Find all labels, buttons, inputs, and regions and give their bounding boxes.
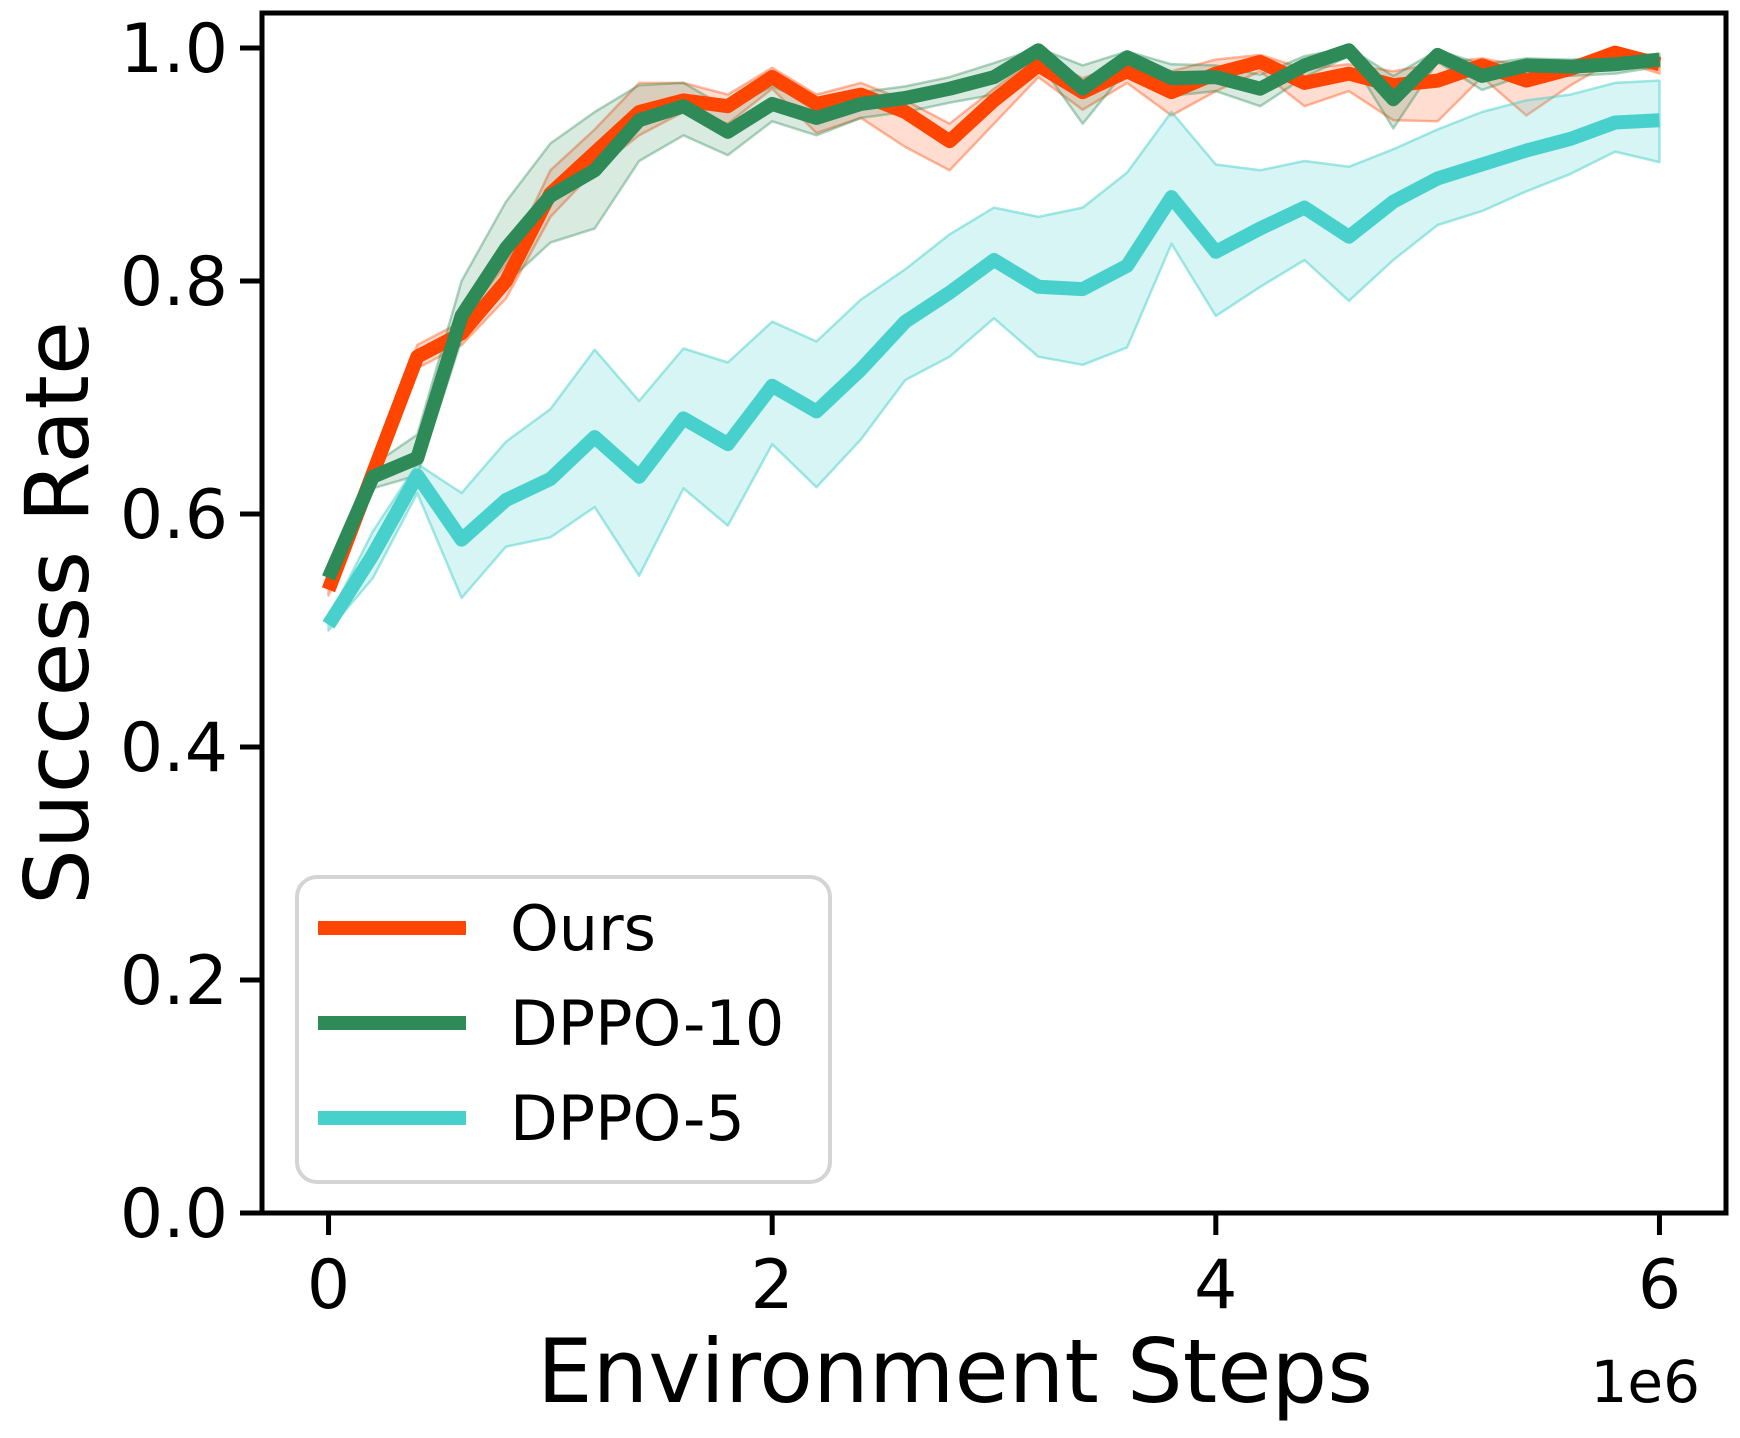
legend: Ours DPPO-10 DPPO-5 xyxy=(295,875,832,1184)
confidence-bands xyxy=(327,46,1661,632)
legend-label-dppo-5: DPPO-5 xyxy=(510,1082,745,1155)
y-axis-label: Success Rate xyxy=(6,321,109,905)
y-tick-label: 0.6 xyxy=(120,476,228,555)
y-tick-label: 1.0 xyxy=(120,10,228,89)
series-lines xyxy=(321,43,1662,629)
plot-border xyxy=(259,10,1729,1216)
legend-box xyxy=(295,875,832,1184)
series-line-dppo-10 xyxy=(322,43,1661,581)
y-axis-ticks: 0.0 0.2 0.4 0.6 0.8 1.0 xyxy=(120,10,262,1254)
series-line-dppo-5 xyxy=(322,113,1660,629)
legend-label-dppo-10: DPPO-10 xyxy=(510,987,784,1060)
x-axis-offset-label: 1e6 xyxy=(1591,1348,1701,1416)
x-axis-ticks: 0 2 4 6 xyxy=(307,1213,1681,1325)
confidence-band-ours xyxy=(327,46,1661,597)
legend-label-ours: Ours xyxy=(510,892,656,965)
y-tick-label: 0.0 xyxy=(120,1175,228,1254)
x-tick-label: 2 xyxy=(751,1246,794,1325)
x-tick-label: 6 xyxy=(1638,1246,1681,1325)
y-tick-label: 0.2 xyxy=(120,942,228,1021)
y-tick-label: 0.8 xyxy=(120,243,228,322)
y-tick-label: 0.4 xyxy=(120,709,228,788)
confidence-band-dppo-5 xyxy=(327,79,1661,632)
x-axis-label: Environment Steps xyxy=(537,1320,1373,1423)
x-tick-label: 0 xyxy=(307,1246,350,1325)
x-tick-label: 4 xyxy=(1194,1246,1237,1325)
